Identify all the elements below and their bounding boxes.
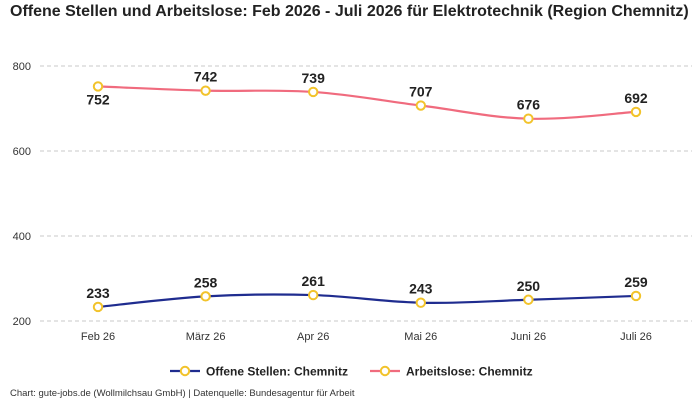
x-tick-label: März 26: [186, 331, 226, 343]
data-point: [92, 301, 104, 313]
x-tick-label: Feb 26: [81, 331, 115, 343]
data-label: 692: [624, 90, 648, 106]
data-point: [92, 81, 104, 92]
y-tick-label: 600: [13, 146, 31, 158]
data-point: [630, 106, 642, 118]
data-label: 250: [517, 278, 541, 294]
data-label: 707: [409, 84, 433, 100]
y-axis-ticks: 200 400 600 800: [13, 61, 31, 328]
x-tick-label: Juli 26: [620, 331, 652, 343]
x-axis-ticks: Feb 26 März 26 Apr 26 Mai 26 Juni 26 Juli 26: [81, 331, 652, 343]
data-label: 233: [86, 285, 110, 301]
data-label: 752: [86, 91, 110, 107]
data-label-layer: 233 258 261 243 250 259 752 742 739 707 676 692: [86, 69, 648, 301]
data-point: [523, 294, 534, 305]
data-label: 258: [194, 274, 218, 290]
marker-layer: [92, 81, 642, 313]
x-tick-label: Mai 26: [404, 331, 437, 343]
legend-label: Offene Stellen: Chemnitz: [206, 365, 348, 379]
series-line-offene-stellen: [97, 293, 637, 309]
data-label: 243: [409, 281, 433, 297]
y-tick-label: 800: [13, 61, 31, 73]
y-tick-label: 200: [13, 316, 31, 328]
data-point: [200, 85, 211, 96]
x-tick-label: Apr 26: [297, 331, 329, 343]
data-point: [523, 113, 534, 124]
legend: Offene Stellen: Chemnitz Arbeitslose: Che…: [170, 365, 533, 379]
data-point: [308, 289, 319, 301]
data-label: 739: [302, 70, 326, 86]
data-point: [630, 290, 642, 302]
data-label: 261: [302, 273, 326, 289]
chart-title: Offene Stellen und Arbeitslose: Feb 2026…: [10, 3, 689, 20]
series-layer: [97, 85, 637, 309]
data-label: 742: [194, 69, 218, 85]
data-label: 676: [517, 97, 541, 113]
data-point: [415, 297, 426, 308]
data-point: [308, 86, 319, 98]
legend-swatch-marker: [379, 365, 391, 377]
data-point: [415, 100, 426, 111]
data-point: [200, 291, 211, 302]
data-label: 259: [624, 274, 648, 290]
y-tick-label: 400: [13, 231, 31, 243]
x-tick-label: Juni 26: [511, 331, 546, 343]
series-line-arbeitslose: [97, 85, 637, 120]
chart-source-footer: Chart: gute-jobs.de (Wollmilchsau GmbH) …: [10, 388, 355, 399]
legend-label: Arbeitslose: Chemnitz: [406, 365, 533, 379]
legend-swatch-marker: [179, 365, 191, 377]
grid-layer: [40, 65, 692, 322]
